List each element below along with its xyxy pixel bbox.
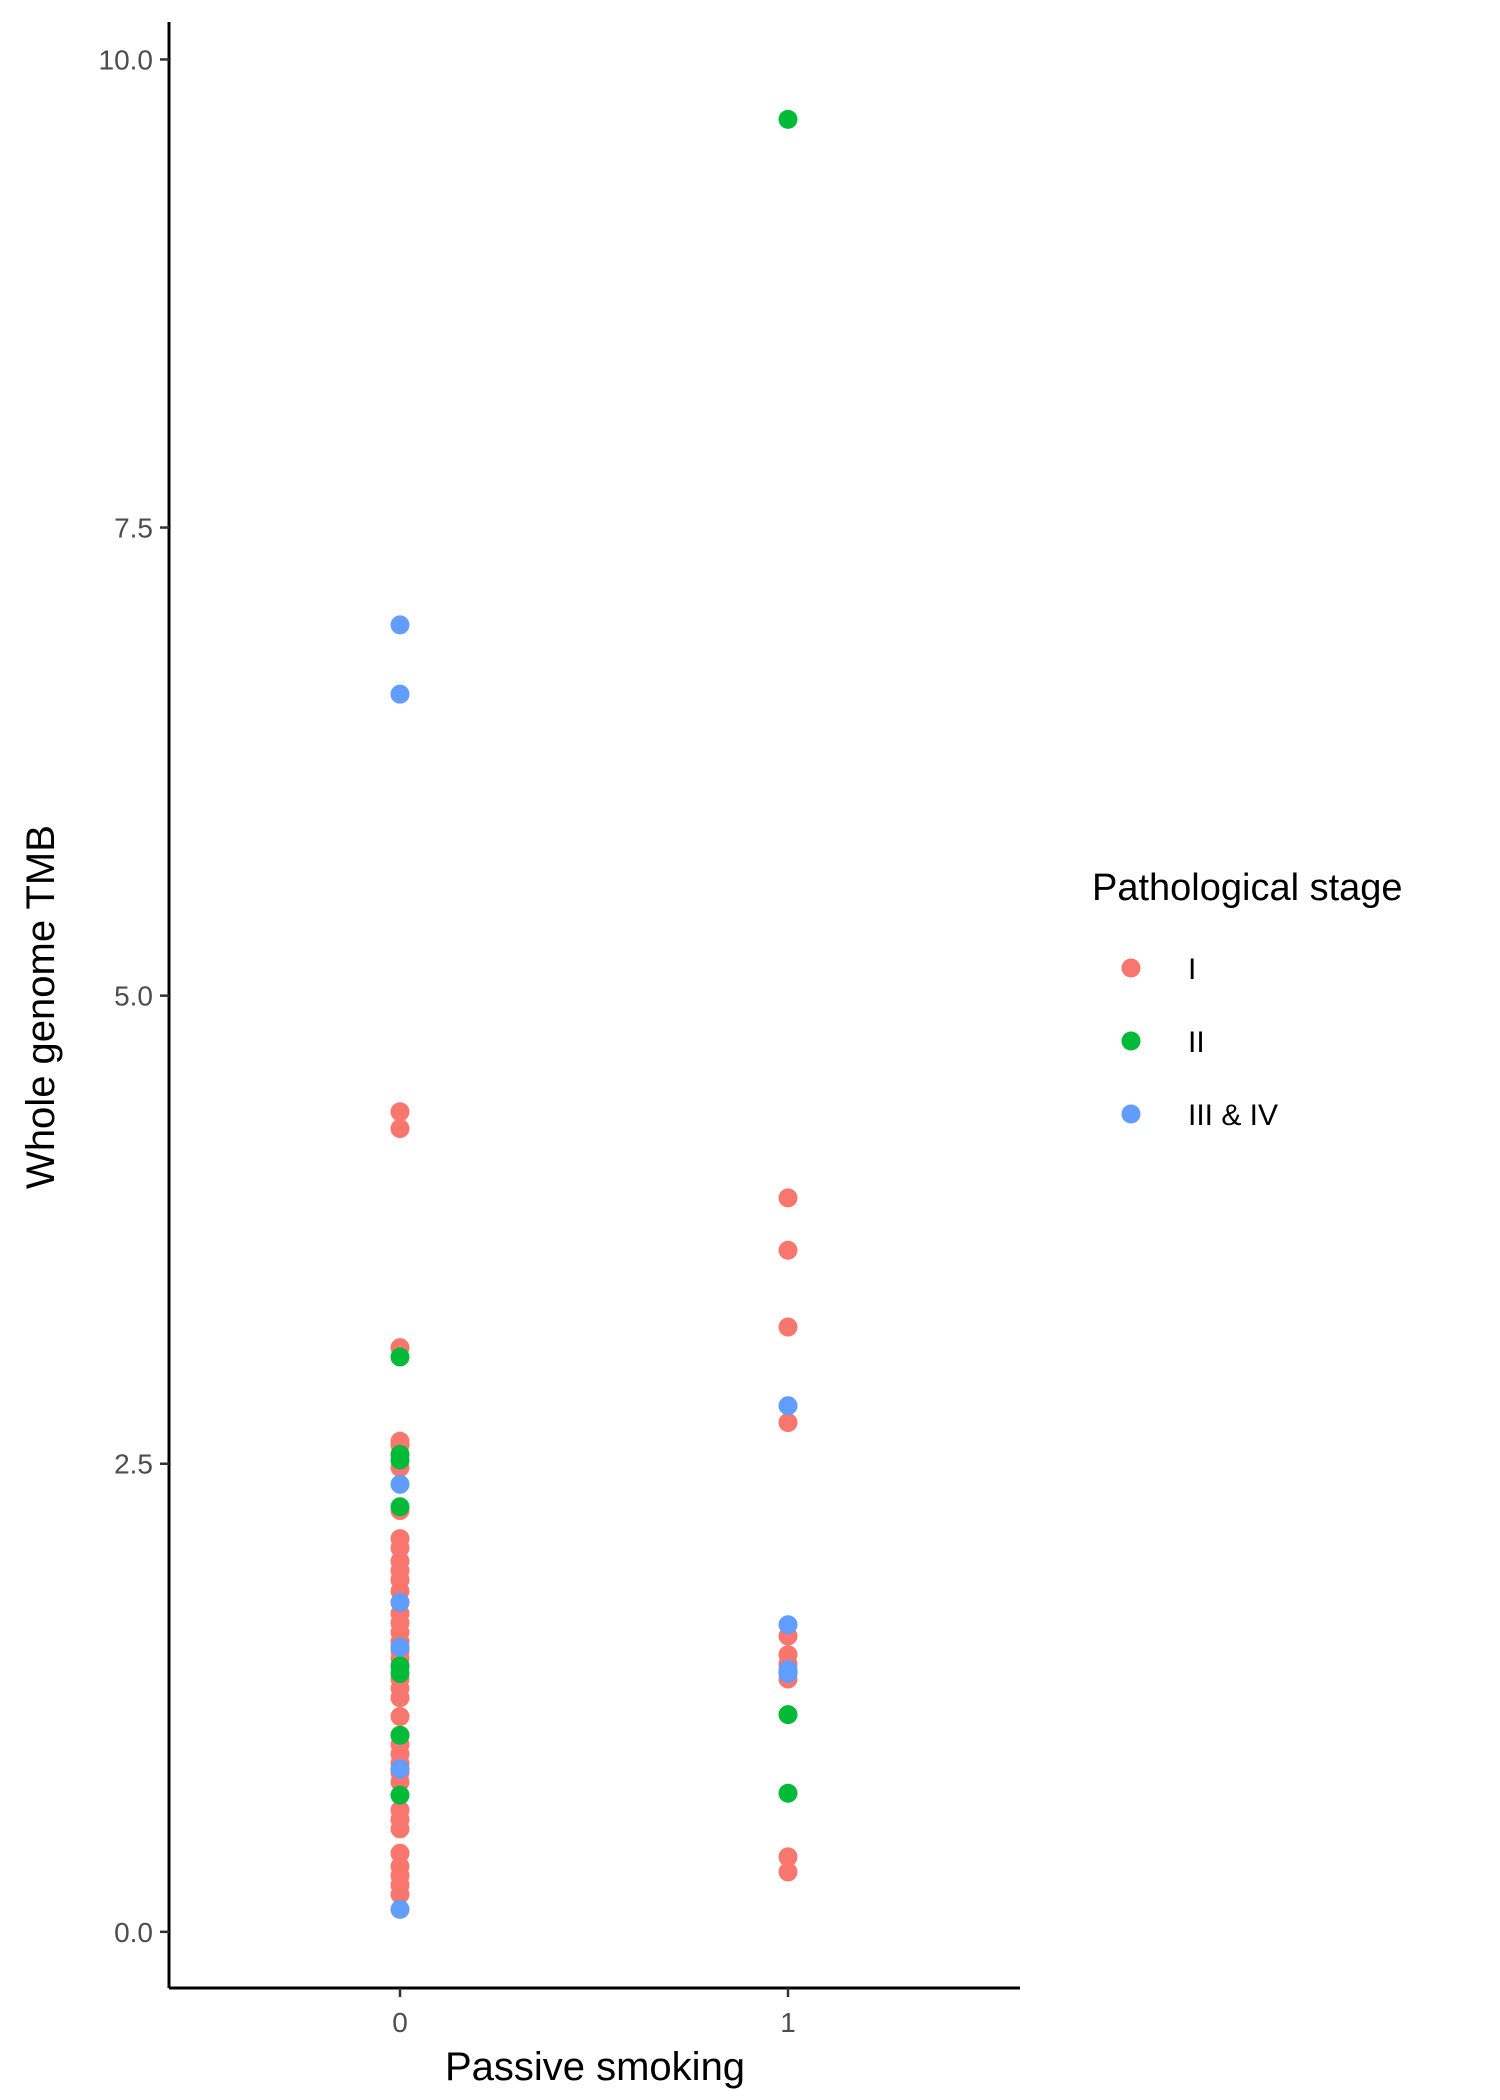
data-point <box>390 684 410 704</box>
data-point <box>390 1474 410 1494</box>
data-point <box>390 1884 410 1904</box>
legend-label: III & IV <box>1188 1099 1278 1132</box>
data-point <box>778 1705 798 1725</box>
data-point <box>778 1188 798 1208</box>
y-tick-label: 0.0 <box>114 1917 153 1948</box>
legend-key <box>1121 958 1141 978</box>
data-point <box>390 1663 410 1683</box>
data-point <box>778 1240 798 1260</box>
data-point <box>390 1819 410 1839</box>
data-point <box>390 1538 410 1558</box>
legend-title: Pathological stage <box>1092 867 1403 909</box>
data-point <box>390 1688 410 1708</box>
data-point <box>390 1450 410 1470</box>
data-point <box>390 1497 410 1517</box>
legend-label: I <box>1188 953 1196 986</box>
data-point <box>390 615 410 635</box>
data-point <box>390 1119 410 1139</box>
data-point <box>778 1862 798 1882</box>
legend-label: II <box>1188 1026 1205 1059</box>
data-point <box>778 1663 798 1683</box>
x-tick-label: 0 <box>392 2007 408 2038</box>
data-point <box>778 1413 798 1433</box>
data-point <box>778 1396 798 1416</box>
y-tick-label: 10.0 <box>99 44 154 75</box>
x-axis-title: Passive smoking <box>445 2045 745 2089</box>
data-point <box>390 1725 410 1745</box>
axes-layer <box>167 22 1020 1990</box>
data-point <box>390 1592 410 1612</box>
data-point <box>390 1102 410 1122</box>
y-tick-label: 2.5 <box>114 1449 153 1480</box>
ticks-layer: 0.0 2.5 5.0 7.5 10.0 0 1 <box>99 44 796 2038</box>
data-point <box>390 1347 410 1367</box>
legend-key <box>1121 1104 1141 1124</box>
data-point <box>390 1899 410 1919</box>
y-axis-title: Whole genome TMB <box>19 825 63 1189</box>
data-point <box>390 1759 410 1779</box>
data-point <box>390 1772 410 1792</box>
data-point <box>778 1783 798 1803</box>
data-point <box>390 1707 410 1727</box>
data-point <box>778 1615 798 1635</box>
data-point <box>778 1847 798 1867</box>
data-point <box>390 1785 410 1805</box>
data-point <box>390 1843 410 1863</box>
data-point <box>390 1637 410 1657</box>
data-point <box>778 109 798 129</box>
y-tick-label: 5.0 <box>114 981 153 1012</box>
y-tick-label: 7.5 <box>114 513 153 544</box>
x-tick-label: 1 <box>780 2007 796 2038</box>
legend-key <box>1121 1031 1141 1051</box>
points-layer <box>390 109 798 1919</box>
data-point <box>778 1317 798 1337</box>
